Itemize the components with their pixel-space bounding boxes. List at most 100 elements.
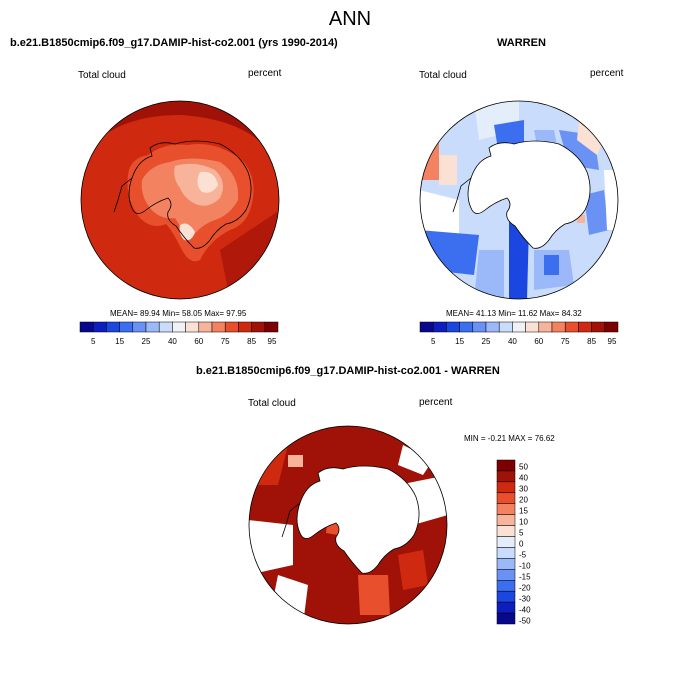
- colorbar-swatch: [264, 321, 279, 333]
- colorbar-swatch: [106, 321, 120, 333]
- colorbar-swatch: [496, 459, 516, 472]
- panel3-continent-mask: [297, 466, 420, 574]
- colorbar-swatch: [525, 321, 540, 333]
- panel1-colorbar-swatches: [79, 321, 279, 333]
- panel3-colorbar-swatches: [496, 459, 516, 625]
- panel3-peninsula: [281, 502, 301, 538]
- panel3-coastline: [296, 465, 420, 574]
- panel3-stats: MIN = -0.21 MAX = 76.62: [464, 434, 555, 443]
- colorbar-swatch: [485, 321, 500, 333]
- colorbar-swatch: [496, 536, 516, 548]
- cb2-tick-7: 85: [587, 337, 597, 346]
- colorbar-swatch: [496, 514, 516, 526]
- cb2-tick-1: 5: [430, 337, 436, 346]
- colorbar-swatch: [238, 321, 252, 333]
- panel2-west-pink: [439, 155, 457, 185]
- panel2-stats: MEAN= 41.13 Min= 11.62 Max= 84.32: [446, 309, 582, 318]
- panel2-field-label: Total cloud: [419, 70, 467, 81]
- colorbar-swatch: [145, 321, 160, 333]
- panel1-colorbar: [79, 321, 279, 333]
- panel1-coastline: [128, 140, 252, 249]
- cb1-tick-7: 85: [247, 337, 257, 346]
- panel1-polar-map: [80, 100, 280, 300]
- colorbar-swatch: [211, 321, 226, 333]
- panel1-title: b.e21.B1850cmip6.f09_g17.DAMIP-hist-co2.…: [10, 37, 338, 49]
- colorbar-swatch: [578, 321, 592, 333]
- panel1-field-label: Total cloud: [78, 70, 126, 81]
- cb2-tick-3: 25: [481, 337, 491, 346]
- colorbar-swatch: [496, 601, 516, 614]
- panel2-title: WARREN: [497, 37, 546, 49]
- colorbar-swatch: [496, 547, 516, 559]
- colorbar-swatch: [158, 321, 173, 333]
- colorbar-swatch: [512, 321, 526, 333]
- panel2-polar-map: [419, 100, 619, 300]
- colorbar-swatch: [185, 321, 200, 333]
- colorbar-swatch: [498, 321, 513, 333]
- panel3-field-label: Total cloud: [248, 398, 296, 409]
- figure-title: ANN: [328, 8, 372, 30]
- panel3-polar-map: [248, 425, 448, 625]
- panel2-east-blue: [584, 190, 609, 235]
- colorbar-swatch: [551, 321, 566, 333]
- panel3-missing-northeast: [398, 445, 433, 475]
- cb3-tick-2: 40: [519, 473, 528, 483]
- colorbar-swatch: [496, 590, 516, 603]
- cb3-tick-6: 10: [519, 517, 528, 527]
- colorbar-swatch: [419, 321, 434, 333]
- panel3-map-border: [248, 425, 448, 625]
- colorbar-swatch: [496, 481, 516, 494]
- cb2-tick-4: 40: [507, 337, 517, 346]
- panel2-peninsula: [452, 177, 472, 213]
- panel2-coastline: [467, 140, 591, 249]
- colorbar-swatch: [459, 321, 474, 333]
- cb1-tick-4: 40: [167, 337, 177, 346]
- colorbar-swatch: [198, 321, 213, 333]
- panel1-peninsula: [113, 177, 133, 213]
- colorbar-swatch: [496, 569, 516, 581]
- panel1-units-label: percent: [248, 68, 282, 79]
- panel1-map-border: [80, 100, 280, 300]
- panel1-colorbar-ticks: 5 15 25 40 60 75 85 95: [80, 337, 278, 349]
- colorbar-swatch: [119, 321, 134, 333]
- colorbar-swatch: [496, 470, 516, 483]
- panel3-title: b.e21.B1850cmip6.f09_g17.DAMIP-hist-co2.…: [196, 365, 500, 377]
- panel2-units-label: percent: [590, 68, 624, 79]
- panel1-stats: MEAN= 89.94 Min= 58.05 Max= 97.95: [110, 309, 247, 318]
- colorbar-swatch: [251, 321, 266, 333]
- cb1-tick-2: 15: [115, 337, 125, 346]
- colorbar-swatch: [496, 492, 516, 504]
- panel2-colorbar-swatches: [419, 321, 619, 333]
- colorbar-swatch: [591, 321, 606, 333]
- colorbar-swatch: [472, 321, 487, 333]
- cb3-tick-15: -50: [519, 616, 531, 625]
- cb2-tick-5: 60: [534, 337, 544, 346]
- colorbar-swatch: [496, 525, 516, 537]
- panel1-ice-core: [197, 171, 218, 193]
- panel2-east-patch: [577, 215, 585, 223]
- cb3-tick-3: 30: [519, 484, 528, 494]
- panel2-sw-blue: [420, 230, 479, 275]
- colorbar-swatch: [496, 580, 516, 592]
- cb3-tick-1: 50: [519, 462, 528, 472]
- colorbar-swatch: [446, 321, 460, 333]
- cb3-tick-10: -10: [519, 561, 531, 571]
- cb1-tick-6: 75: [220, 337, 230, 346]
- colorbar-swatch: [432, 321, 447, 333]
- cb3-tick-12: -20: [519, 583, 531, 593]
- colorbar-swatch: [538, 321, 553, 333]
- panel3-units-label: percent: [419, 397, 453, 408]
- colorbar-swatch: [496, 558, 516, 570]
- panel1-north-band: [81, 101, 279, 170]
- cb1-tick-8: 95: [267, 337, 277, 346]
- cb3-tick-14: -40: [519, 605, 531, 614]
- panel2-ne-pink: [577, 120, 604, 155]
- cb3-tick-7: 5: [519, 528, 524, 538]
- cb3-tick-13: -30: [519, 594, 531, 604]
- panel2-south-lightblue: [474, 250, 504, 299]
- colorbar-swatch: [564, 321, 579, 333]
- cb3-tick-4: 20: [519, 495, 528, 505]
- panel2-missing-east: [604, 170, 618, 230]
- panel2-colorbar-ticks: 5 15 25 40 60 75 85 95: [420, 337, 618, 349]
- cb1-tick-3: 25: [141, 337, 151, 346]
